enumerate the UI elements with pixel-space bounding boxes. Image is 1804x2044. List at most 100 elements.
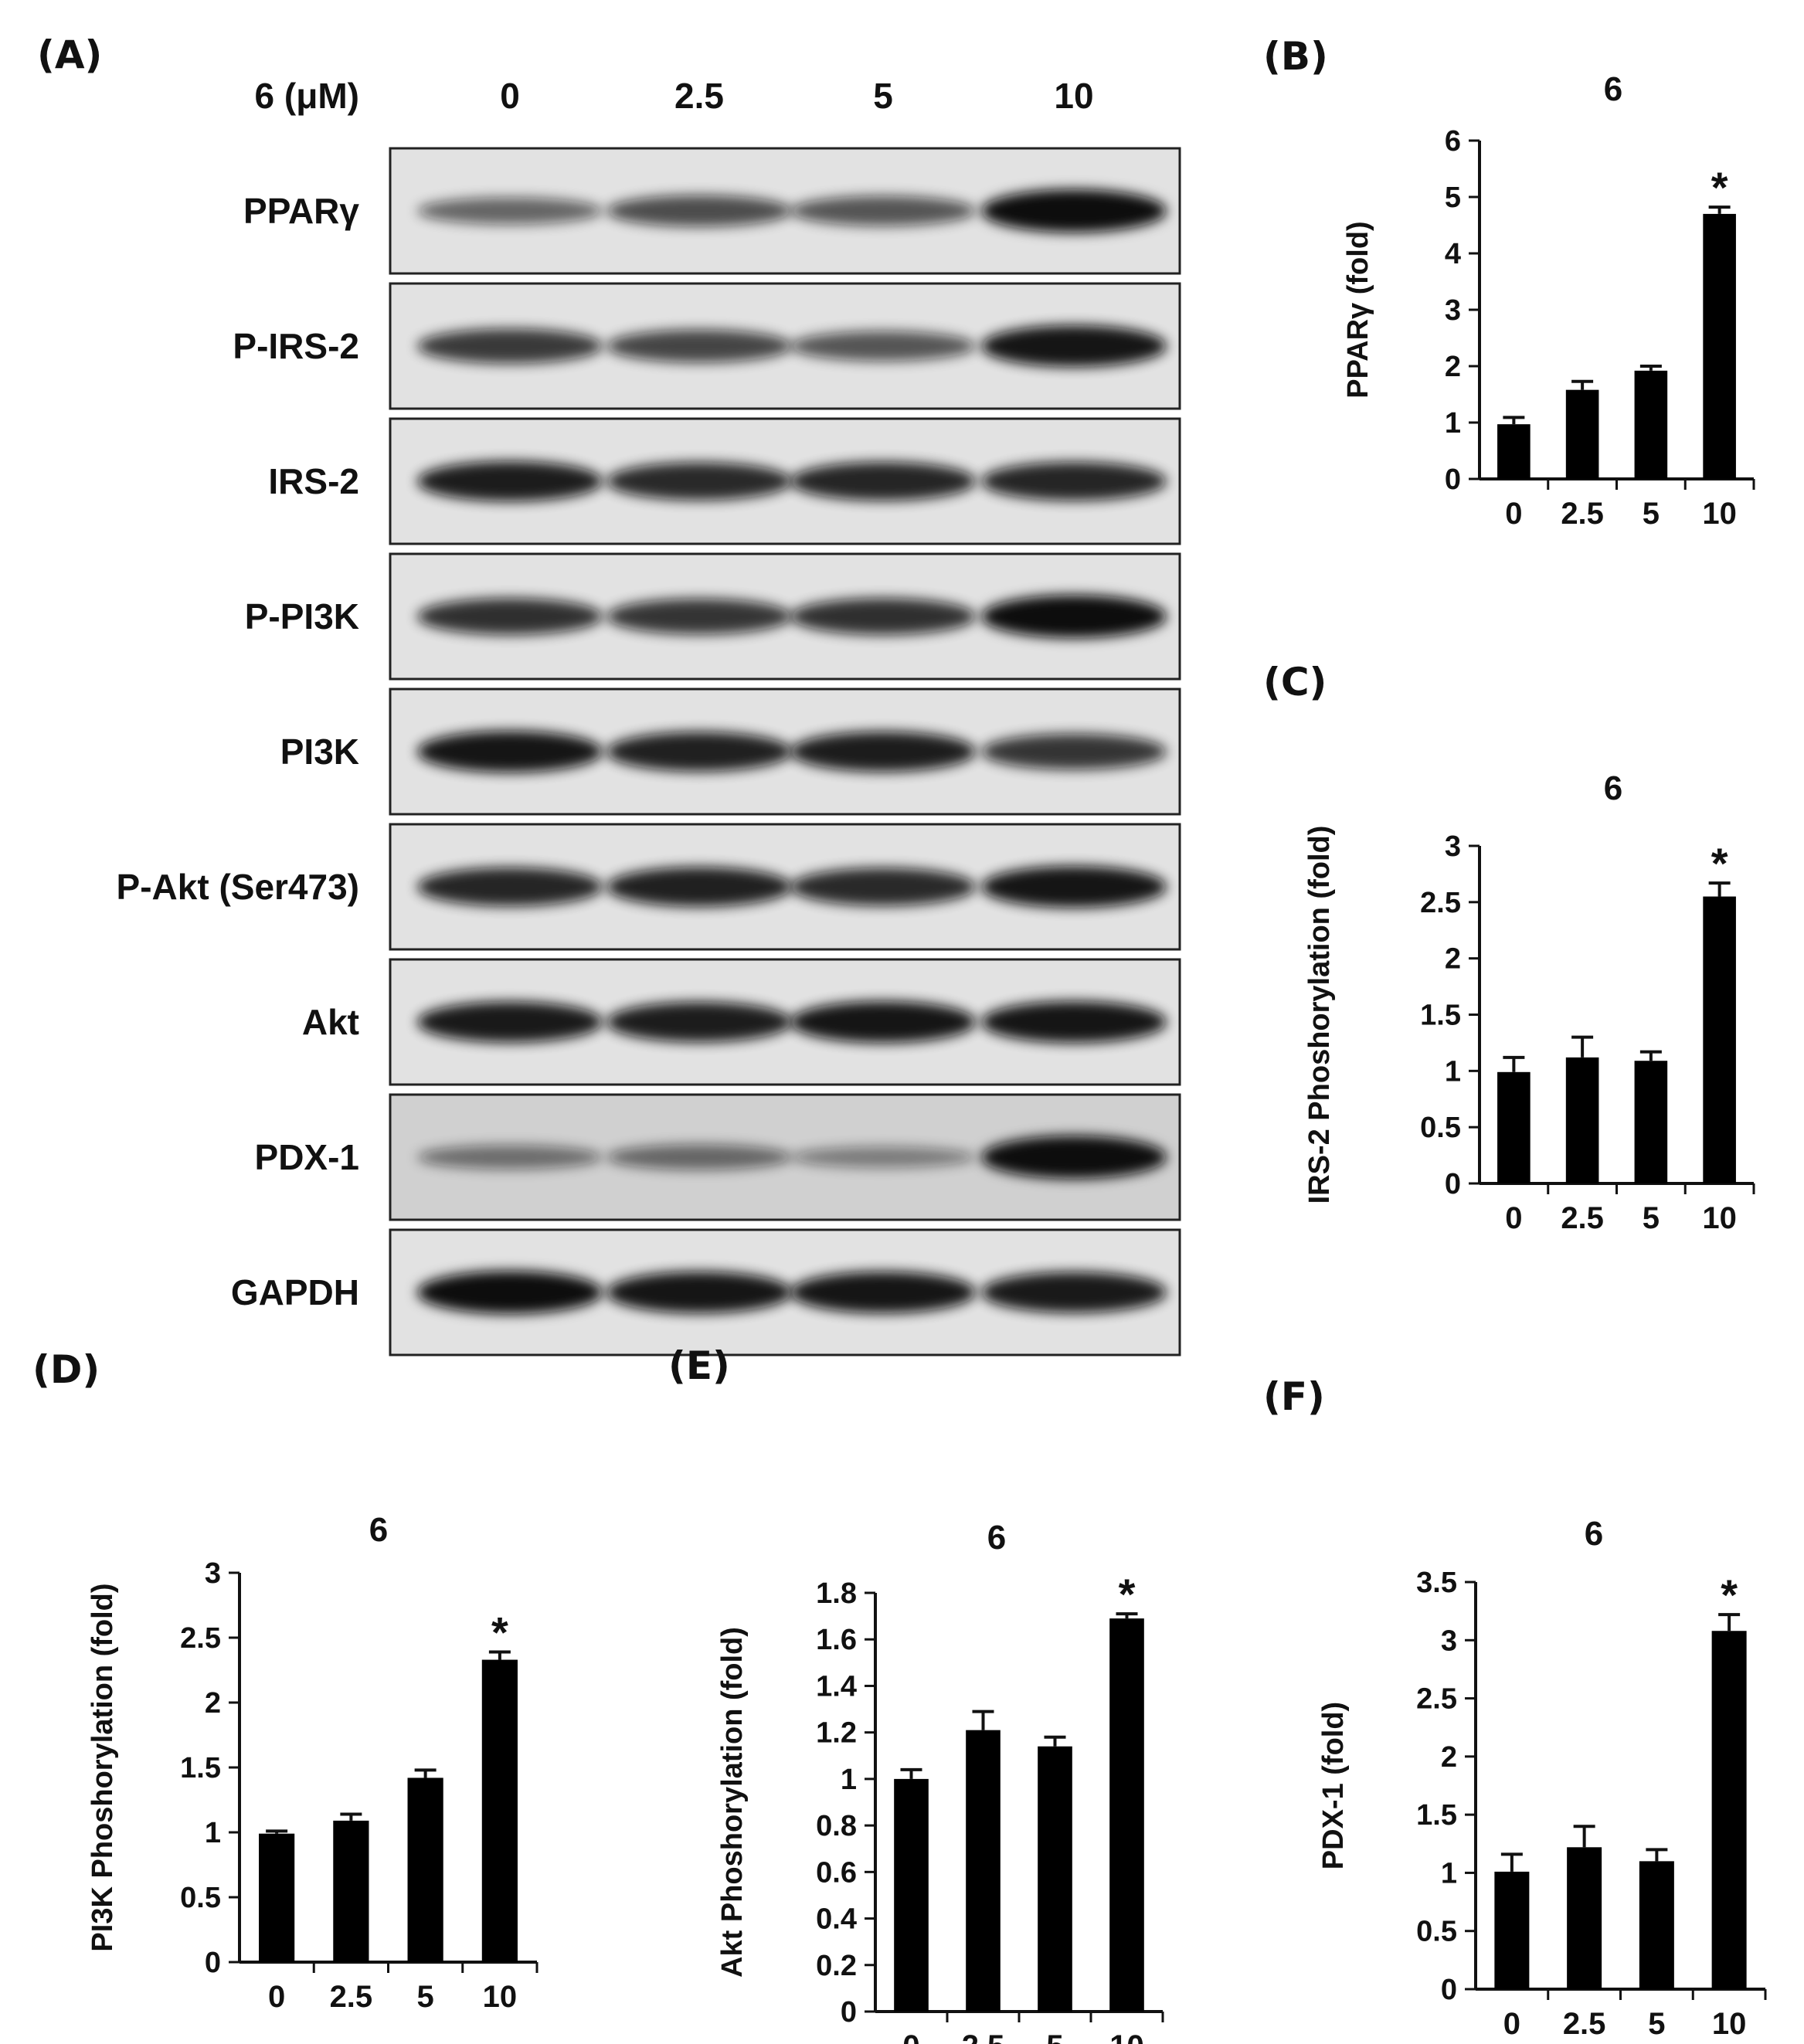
bar: [1639, 1861, 1674, 1989]
blot-band: [981, 1000, 1167, 1044]
y-tick-label: 2: [205, 1687, 221, 1720]
y-tick-label: 0.8: [816, 1810, 857, 1842]
panel-label: (B): [1263, 34, 1328, 79]
blot-band: [790, 1146, 976, 1168]
bar-chart: (E) 6 Akt Phoshorylation (fold) 0 0.2 0.4 0.6 0…: [668, 1343, 1164, 2044]
x-tick-label: 5: [1046, 2029, 1063, 2044]
y-tick-label: 2.5: [1416, 1683, 1457, 1716]
bar: [966, 1730, 1001, 2012]
x-tick-label: 5: [417, 1980, 434, 2014]
blot-band: [981, 189, 1167, 233]
bar: [1711, 1631, 1747, 1989]
blot-band: [606, 598, 792, 635]
blot-band: [981, 1136, 1167, 1179]
y-tick-label: 6: [1445, 125, 1461, 158]
y-tick-label: 1.8: [816, 1577, 857, 1610]
bar: [1109, 1618, 1144, 2012]
blot-row-label: PDX-1: [255, 1137, 359, 1177]
y-tick-label: 4: [1445, 238, 1461, 270]
panel-label: (D): [32, 1347, 100, 1392]
blot-row: Akt: [302, 958, 1181, 1086]
blot-row-label: P-IRS-2: [233, 326, 359, 366]
y-tick-label: 2: [1441, 1741, 1457, 1774]
bar: [259, 1833, 295, 1962]
blot-band: [981, 1272, 1167, 1313]
y-tick-label: 1: [1445, 407, 1461, 440]
significance-marker: *: [491, 1608, 508, 1656]
y-tick-label: 1.6: [816, 1624, 857, 1656]
y-tick-label: 1.5: [1416, 1799, 1457, 1832]
bar: [407, 1777, 443, 1962]
x-tick-label: 2.5: [1561, 1201, 1604, 1235]
blot-row: PPARγ: [243, 147, 1181, 275]
blot-band: [417, 197, 603, 225]
blot-band: [790, 598, 976, 635]
y-tick-label: 3: [1445, 830, 1461, 863]
blot-row-label: PPARγ: [243, 191, 359, 231]
bar: [1497, 1071, 1531, 1183]
dose-label: 6 (μM): [255, 76, 359, 116]
dose-value-2-5: 2.5: [674, 76, 724, 116]
x-tick-label: 10: [1712, 2007, 1747, 2041]
y-tick-label: 0: [1441, 1974, 1457, 2006]
y-axis-label: Akt Phoshorylation (fold): [716, 1627, 749, 1978]
x-tick-label: 0: [902, 2029, 919, 2044]
bar: [333, 1820, 369, 1962]
x-tick-label: 10: [1109, 2029, 1144, 2044]
blot-row: PDX-1: [255, 1093, 1181, 1221]
blot-band: [606, 1001, 792, 1043]
blot-band: [790, 461, 976, 501]
y-tick-label: 0: [1445, 463, 1461, 496]
blot-band: [790, 868, 976, 906]
y-tick-label: 1: [205, 1817, 221, 1849]
y-tick-label: 3: [205, 1557, 221, 1590]
bar-chart: (F) 6 PDX-1 (fold) 0 0.5 1 1.5 2 2.5 3 3.5 0 2.5 5 10 *: [1263, 1374, 1767, 2041]
blot-band: [417, 1001, 603, 1043]
y-tick-label: 1.5: [1420, 1000, 1461, 1032]
y-tick-label: 0.4: [816, 1903, 857, 1936]
bar: [1703, 896, 1736, 1183]
panel-label: (E): [668, 1343, 730, 1388]
y-tick-label: 1: [1441, 1857, 1457, 1890]
panel-label: (F): [1263, 1374, 1325, 1419]
y-tick-label: 5: [1445, 182, 1461, 214]
blot-band: [790, 1000, 976, 1044]
x-tick-label: 0: [1505, 1201, 1522, 1235]
dose-value-5: 5: [873, 76, 893, 116]
blot-row-label: P-Akt (Ser473): [117, 867, 359, 907]
y-tick-label: 0: [841, 1996, 857, 2029]
bar: [1634, 1061, 1668, 1183]
y-tick-label: 0.5: [1416, 1916, 1457, 1948]
y-tick-label: 0: [1445, 1168, 1461, 1200]
bar: [1703, 213, 1736, 479]
blot-band: [606, 1144, 792, 1170]
blot-band: [790, 331, 976, 362]
blot-band: [790, 731, 976, 772]
x-tick-label: 2.5: [962, 2029, 1005, 2044]
bar-chart: (B) 6 PPARγ (fold) 0 1 2 3 4 5 6 0 2.5 5 10 *: [1263, 34, 1755, 531]
dose-value-10: 10: [1054, 76, 1093, 116]
bar: [1494, 1871, 1530, 1989]
blot-band: [606, 867, 792, 907]
blot-band: [981, 595, 1167, 638]
x-tick-label: 2.5: [330, 1980, 373, 2014]
x-tick-label: 2.5: [1563, 2007, 1606, 2041]
blot-band: [606, 732, 792, 772]
chart-title: 6: [1585, 1515, 1603, 1553]
dose-value-0: 0: [500, 76, 520, 116]
blot-band: [417, 598, 603, 635]
y-tick-label: 1.4: [816, 1670, 857, 1703]
western-blot-panel: (A) 6 (μM) 0 2.5 5 10 PPARγ P-IRS-2 IRS-2 P-PI3K P…: [37, 32, 1181, 1356]
x-tick-label: 5: [1643, 497, 1660, 531]
blot-band: [790, 195, 976, 226]
blot-band: [417, 460, 603, 502]
y-tick-label: 0.6: [816, 1856, 857, 1889]
blot-band: [417, 328, 603, 364]
blot-band: [417, 730, 603, 773]
bar: [894, 1778, 929, 2012]
blot-band: [417, 1145, 603, 1170]
y-tick-label: 2.5: [180, 1622, 221, 1655]
blot-band: [981, 324, 1167, 368]
blot-row-label: PI3K: [280, 732, 359, 772]
chart-title: 6: [369, 1511, 388, 1549]
